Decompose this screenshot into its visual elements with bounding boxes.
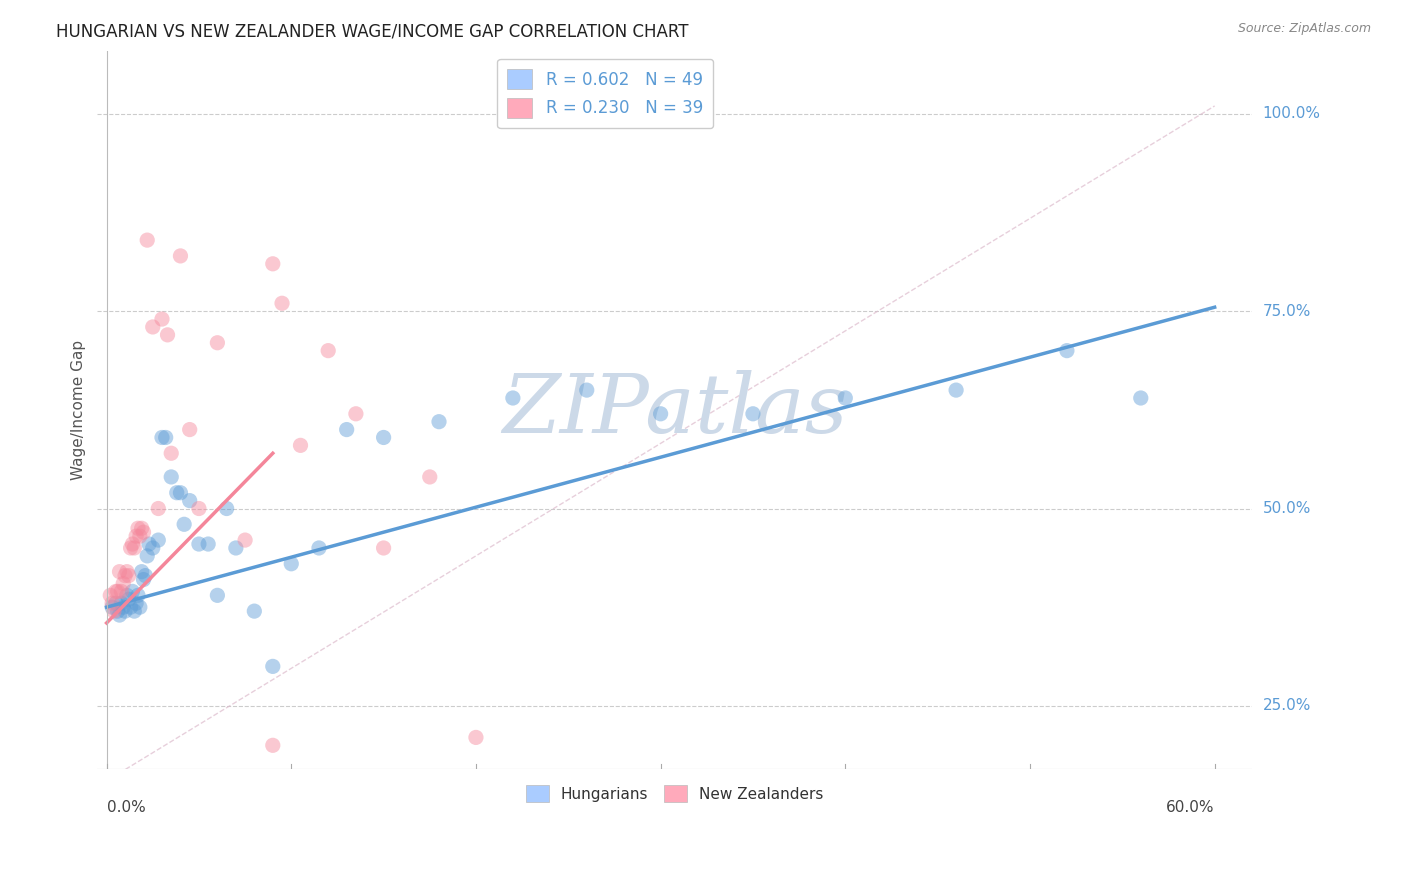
Point bbox=[156, 327, 179, 342]
Point bbox=[173, 517, 195, 532]
Point bbox=[136, 233, 159, 247]
Point bbox=[128, 600, 150, 615]
Point bbox=[1056, 343, 1078, 358]
Point bbox=[127, 521, 149, 535]
Point bbox=[107, 604, 129, 618]
Point bbox=[262, 659, 284, 673]
Point bbox=[108, 565, 131, 579]
Point bbox=[138, 537, 160, 551]
Legend: Hungarians, New Zealanders: Hungarians, New Zealanders bbox=[520, 780, 830, 808]
Point bbox=[179, 423, 201, 437]
Point bbox=[112, 576, 135, 591]
Text: HUNGARIAN VS NEW ZEALANDER WAGE/INCOME GAP CORRELATION CHART: HUNGARIAN VS NEW ZEALANDER WAGE/INCOME G… bbox=[56, 22, 689, 40]
Point bbox=[120, 541, 142, 555]
Point bbox=[1129, 391, 1152, 405]
Point bbox=[215, 501, 238, 516]
Point bbox=[101, 600, 124, 615]
Point bbox=[110, 596, 132, 610]
Point bbox=[166, 485, 188, 500]
Point bbox=[155, 430, 177, 444]
Point bbox=[104, 596, 127, 610]
Point bbox=[225, 541, 247, 555]
Text: 50.0%: 50.0% bbox=[1263, 501, 1310, 516]
Point bbox=[373, 430, 395, 444]
Text: 25.0%: 25.0% bbox=[1263, 698, 1310, 714]
Y-axis label: Wage/Income Gap: Wage/Income Gap bbox=[72, 340, 86, 480]
Point bbox=[742, 407, 765, 421]
Point bbox=[120, 600, 142, 615]
Point bbox=[834, 391, 856, 405]
Point bbox=[131, 521, 153, 535]
Point bbox=[419, 470, 441, 484]
Point bbox=[115, 565, 138, 579]
Text: 0.0%: 0.0% bbox=[107, 799, 145, 814]
Point bbox=[125, 596, 148, 610]
Point bbox=[98, 588, 121, 602]
Text: 100.0%: 100.0% bbox=[1263, 106, 1320, 121]
Point bbox=[316, 343, 339, 358]
Point bbox=[127, 588, 149, 602]
Point bbox=[121, 537, 143, 551]
Point bbox=[124, 541, 146, 555]
Point bbox=[121, 584, 143, 599]
Point bbox=[118, 592, 141, 607]
Point bbox=[125, 529, 148, 543]
Point bbox=[142, 320, 165, 334]
Point bbox=[169, 249, 191, 263]
Point bbox=[108, 608, 131, 623]
Text: Source: ZipAtlas.com: Source: ZipAtlas.com bbox=[1237, 22, 1371, 36]
Point bbox=[207, 588, 229, 602]
Point bbox=[290, 438, 312, 452]
Point bbox=[169, 485, 191, 500]
Point bbox=[114, 604, 136, 618]
Point bbox=[308, 541, 330, 555]
Point bbox=[114, 568, 136, 582]
Point bbox=[112, 600, 135, 615]
Point bbox=[148, 533, 170, 547]
Point bbox=[150, 430, 173, 444]
Point bbox=[197, 537, 219, 551]
Point bbox=[207, 335, 229, 350]
Point bbox=[118, 568, 141, 582]
Point bbox=[280, 557, 302, 571]
Point bbox=[132, 573, 155, 587]
Point bbox=[427, 415, 450, 429]
Point bbox=[110, 584, 132, 599]
Point bbox=[344, 407, 367, 421]
Point bbox=[134, 568, 156, 582]
Point bbox=[179, 493, 201, 508]
Point bbox=[115, 588, 138, 602]
Point bbox=[262, 739, 284, 753]
Point bbox=[233, 533, 256, 547]
Point bbox=[945, 383, 967, 397]
Point bbox=[148, 501, 170, 516]
Point bbox=[142, 541, 165, 555]
Point bbox=[103, 604, 125, 618]
Point bbox=[262, 257, 284, 271]
Point bbox=[373, 541, 395, 555]
Point bbox=[650, 407, 672, 421]
Point bbox=[271, 296, 294, 310]
Point bbox=[101, 596, 124, 610]
Point bbox=[160, 470, 183, 484]
Point bbox=[336, 423, 359, 437]
Text: 75.0%: 75.0% bbox=[1263, 303, 1310, 318]
Point bbox=[187, 501, 209, 516]
Point bbox=[502, 391, 524, 405]
Text: 60.0%: 60.0% bbox=[1166, 799, 1215, 814]
Text: ZIPatlas: ZIPatlas bbox=[502, 370, 848, 450]
Point bbox=[160, 446, 183, 460]
Point bbox=[150, 312, 173, 326]
Point bbox=[124, 604, 146, 618]
Point bbox=[243, 604, 266, 618]
Point bbox=[104, 584, 127, 599]
Point bbox=[107, 584, 129, 599]
Point bbox=[128, 529, 150, 543]
Point bbox=[187, 537, 209, 551]
Point bbox=[132, 525, 155, 540]
Point bbox=[136, 549, 159, 563]
Point bbox=[465, 731, 488, 745]
Point bbox=[575, 383, 598, 397]
Point bbox=[131, 565, 153, 579]
